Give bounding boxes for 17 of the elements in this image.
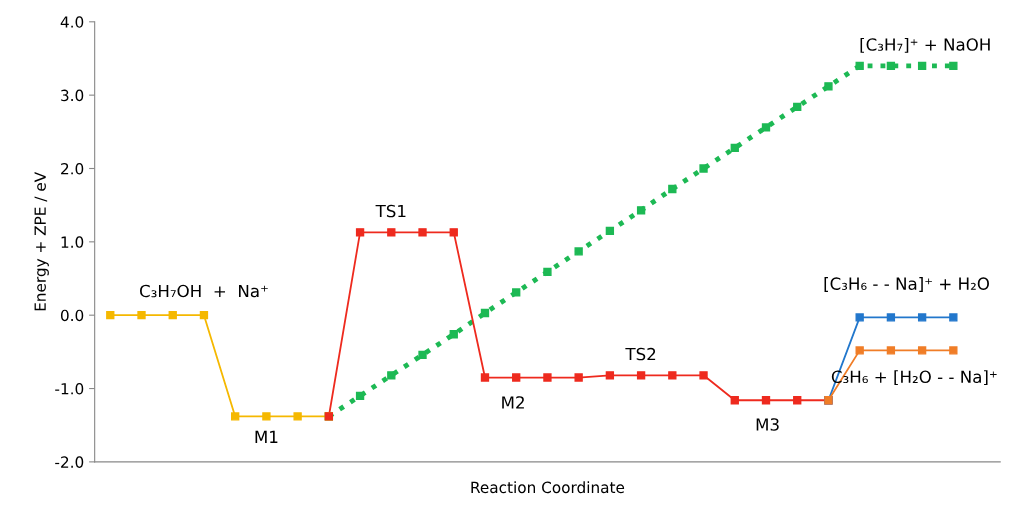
annotation: TS1: [375, 204, 406, 218]
annotation: C₃H₇OH + Na⁺: [139, 284, 268, 298]
y-tick-label: 1.0: [61, 236, 84, 248]
y-tick-label: -2.0: [55, 456, 84, 468]
y-tick-label: -1.0: [55, 383, 84, 395]
annotation: [C₃H₇]⁺ + NaOH: [860, 37, 990, 53]
y-tick-label: 4.0: [60, 16, 84, 28]
annotation: M3: [756, 418, 779, 431]
annotation: M1: [255, 430, 278, 444]
annotation: TS2: [625, 347, 656, 361]
y-tick-label: 2.0: [61, 162, 84, 175]
y-tick-label: 3.0: [61, 89, 84, 102]
y-axis-title: Energy + ZPE / eV: [34, 171, 49, 311]
annotation: M2: [502, 396, 524, 409]
x-axis-title: Reaction Coordinate: [471, 481, 625, 494]
y-tick-label: 0.0: [60, 309, 84, 322]
annotation: [C₃H₆ - - Na]⁺ + H₂O: [824, 277, 989, 292]
